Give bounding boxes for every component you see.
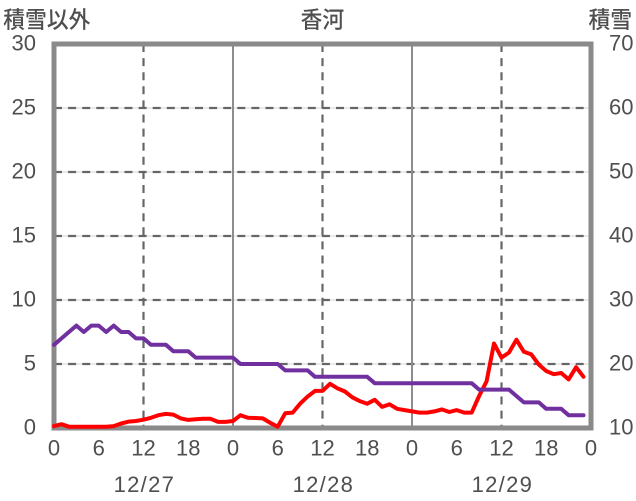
- svg-text:18: 18: [176, 436, 200, 461]
- svg-text:12: 12: [489, 436, 513, 461]
- svg-text:6: 6: [272, 436, 284, 461]
- svg-text:0: 0: [585, 436, 597, 461]
- svg-text:10: 10: [609, 415, 633, 440]
- svg-text:70: 70: [609, 31, 633, 56]
- svg-text:12/27: 12/27: [114, 472, 176, 497]
- svg-text:30: 30: [12, 31, 36, 56]
- svg-text:6: 6: [451, 436, 463, 461]
- svg-text:60: 60: [609, 95, 633, 120]
- svg-text:5: 5: [24, 351, 36, 376]
- svg-text:30: 30: [609, 287, 633, 312]
- svg-text:15: 15: [12, 223, 36, 248]
- svg-text:0: 0: [406, 436, 418, 461]
- svg-text:18: 18: [534, 436, 558, 461]
- svg-text:0: 0: [227, 436, 239, 461]
- svg-text:10: 10: [12, 287, 36, 312]
- svg-text:12/29: 12/29: [472, 472, 534, 497]
- svg-text:20: 20: [12, 159, 36, 184]
- svg-text:12: 12: [131, 436, 155, 461]
- svg-text:20: 20: [609, 351, 633, 376]
- svg-text:0: 0: [48, 436, 60, 461]
- svg-text:12/28: 12/28: [293, 472, 355, 497]
- svg-text:18: 18: [355, 436, 379, 461]
- svg-text:40: 40: [609, 223, 633, 248]
- svg-text:25: 25: [12, 95, 36, 120]
- svg-text:50: 50: [609, 159, 633, 184]
- svg-text:0: 0: [24, 415, 36, 440]
- svg-text:12: 12: [310, 436, 334, 461]
- svg-text:6: 6: [93, 436, 105, 461]
